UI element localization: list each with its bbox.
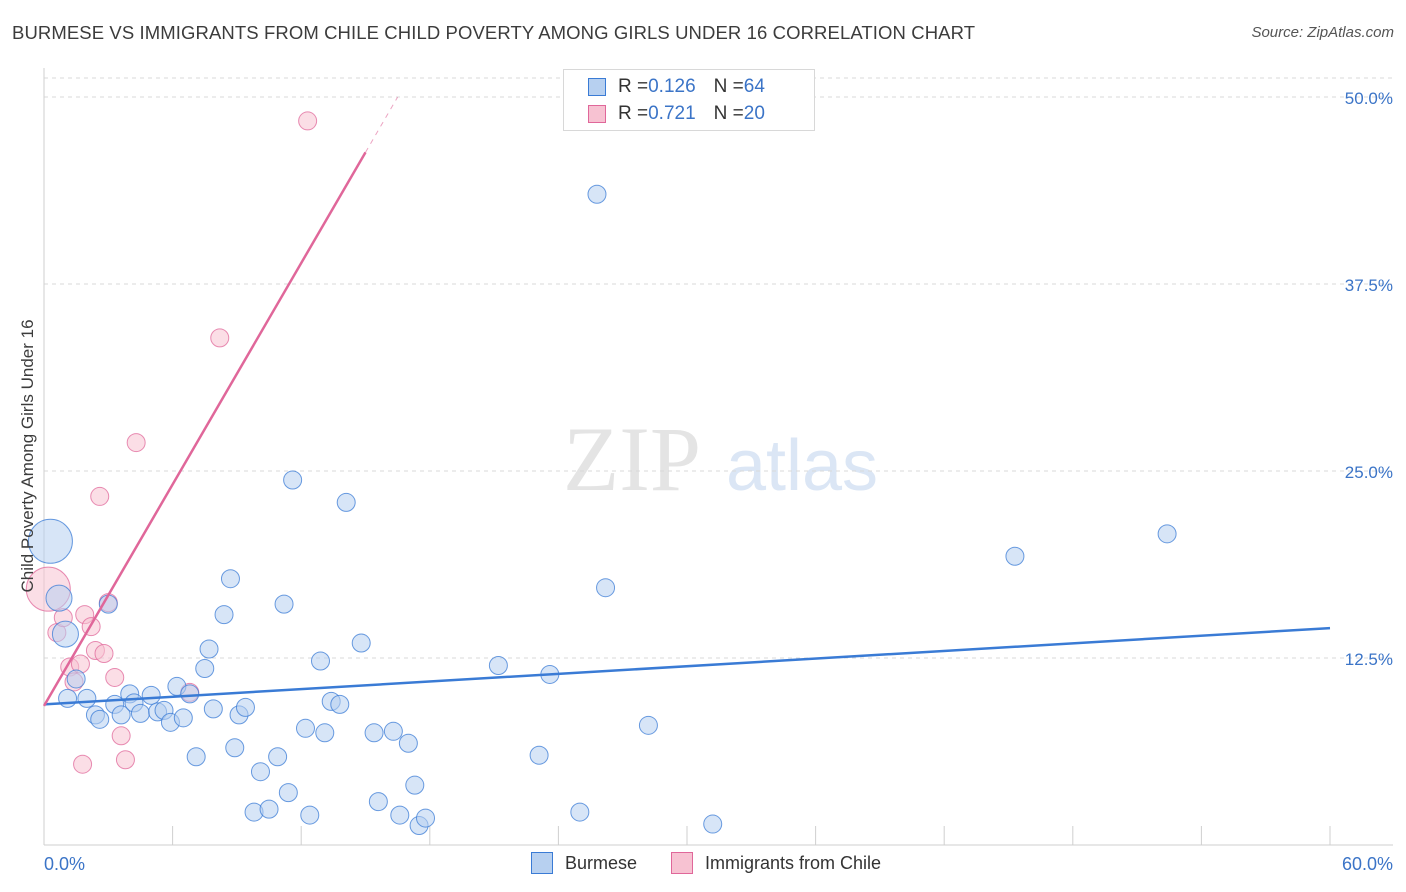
- y-tick-label: 25.0%: [1345, 463, 1393, 482]
- burmese-point: [45, 584, 73, 612]
- burmese-trend-line: [43, 626, 1331, 706]
- burmese-point: [364, 723, 384, 743]
- legend-item-burmese: Burmese: [531, 852, 637, 874]
- x-tick-label: 0.0%: [44, 854, 85, 874]
- burmese-point: [259, 799, 279, 819]
- burmese-point: [195, 658, 215, 678]
- chile-trend-extension: [365, 96, 399, 153]
- tick-labels: 12.5% 25.0% 37.5% 50.0% 0.0% 60.0%: [44, 89, 1393, 874]
- watermark-zip: ZIP: [563, 408, 701, 510]
- burmese-point: [220, 569, 240, 589]
- chile-trend-line: [42, 151, 367, 707]
- burmese-point: [405, 775, 425, 795]
- source-label: Source: ZipAtlas.com: [1251, 24, 1394, 41]
- burmese-point: [180, 684, 200, 704]
- burmese-point: [111, 705, 131, 725]
- burmese-point: [703, 814, 723, 834]
- correlation-legend: R = 0.126 N = 64 R = 0.721 N = 20: [563, 69, 815, 131]
- burmese-point: [141, 685, 161, 705]
- burmese-point: [199, 639, 219, 659]
- burmese-point: [250, 762, 270, 782]
- watermark-atlas: atlas: [726, 426, 878, 506]
- chile-point: [126, 433, 146, 453]
- chile-point: [111, 726, 131, 746]
- burmese-point: [587, 184, 607, 204]
- burmese-point: [214, 605, 234, 625]
- series-burmese: [27, 184, 1177, 836]
- chile-point: [90, 486, 110, 506]
- legend-r-value: 0.721: [648, 103, 696, 124]
- chile-point: [105, 667, 125, 687]
- burmese-point: [283, 470, 303, 490]
- burmese-point: [51, 620, 79, 648]
- chile-point: [94, 644, 114, 664]
- burmese-point: [315, 723, 335, 743]
- legend-item-chile: Immigrants from Chile: [671, 852, 881, 874]
- gridlines: [44, 77, 1393, 659]
- burmese-point: [90, 709, 110, 729]
- burmese-point: [274, 594, 294, 614]
- burmese-point: [416, 808, 436, 828]
- legend-swatch-pink: [588, 105, 606, 123]
- burmese-point: [368, 792, 388, 812]
- legend-swatch-blue: [531, 852, 553, 874]
- burmese-point: [268, 747, 288, 767]
- burmese-point: [77, 688, 97, 708]
- burmese-point: [390, 805, 410, 825]
- axes: [43, 68, 1393, 846]
- legend-n-label: N =: [713, 76, 744, 97]
- y-tick-label: 50.0%: [1345, 89, 1393, 108]
- burmese-point: [66, 669, 86, 689]
- burmese-point: [186, 747, 206, 767]
- burmese-point: [1005, 546, 1025, 566]
- legend-n-value: 64: [743, 76, 765, 97]
- burmese-point: [27, 518, 73, 564]
- y-tick-label: 37.5%: [1345, 276, 1393, 295]
- burmese-point: [58, 688, 78, 708]
- legend-r-label: R =: [618, 103, 649, 124]
- legend-n-value: 20: [743, 103, 765, 124]
- chile-point: [210, 328, 230, 348]
- burmese-point: [278, 783, 298, 803]
- legend-label-chile: Immigrants from Chile: [705, 852, 882, 873]
- legend-n-label: N =: [713, 103, 744, 124]
- burmese-point: [336, 492, 356, 512]
- legend-label-burmese: Burmese: [565, 852, 638, 873]
- burmese-point: [638, 715, 658, 735]
- legend-r-label: R =: [618, 76, 649, 97]
- legend-row-burmese: R = 0.126 N = 64: [588, 76, 765, 98]
- chile-point: [298, 111, 318, 131]
- y-axis-label: Child Poverty Among Girls Under 16: [18, 319, 37, 593]
- burmese-point: [130, 703, 150, 723]
- burmese-point: [383, 721, 403, 741]
- chile-point: [115, 750, 135, 770]
- legend-row-chile: R = 0.721 N = 20: [588, 103, 765, 125]
- legend-r-value: 0.126: [648, 76, 696, 97]
- burmese-point: [203, 699, 223, 719]
- burmese-point: [488, 655, 508, 675]
- burmese-point: [225, 738, 245, 758]
- burmese-point: [300, 805, 320, 825]
- burmese-point: [570, 802, 590, 822]
- trend-lines: [42, 96, 1331, 707]
- legend-swatch-blue: [588, 78, 606, 96]
- burmese-point: [173, 708, 193, 728]
- burmese-point: [235, 697, 255, 717]
- series-legend: Burmese Immigrants from Chile: [531, 852, 915, 874]
- legend-swatch-pink: [671, 852, 694, 874]
- x-tick-label: 60.0%: [1342, 854, 1393, 874]
- y-tick-label: 12.5%: [1345, 650, 1393, 669]
- burmese-point: [310, 651, 330, 671]
- burmese-point: [330, 694, 350, 714]
- burmese-point: [596, 578, 616, 598]
- chart-title: BURMESE VS IMMIGRANTS FROM CHILE CHILD P…: [12, 22, 976, 43]
- burmese-point: [1157, 524, 1177, 544]
- burmese-point: [351, 633, 371, 653]
- chile-point: [73, 754, 93, 774]
- burmese-point: [529, 745, 549, 765]
- burmese-point: [398, 733, 418, 753]
- burmese-point: [295, 718, 315, 738]
- watermark: ZIP atlas: [563, 408, 878, 510]
